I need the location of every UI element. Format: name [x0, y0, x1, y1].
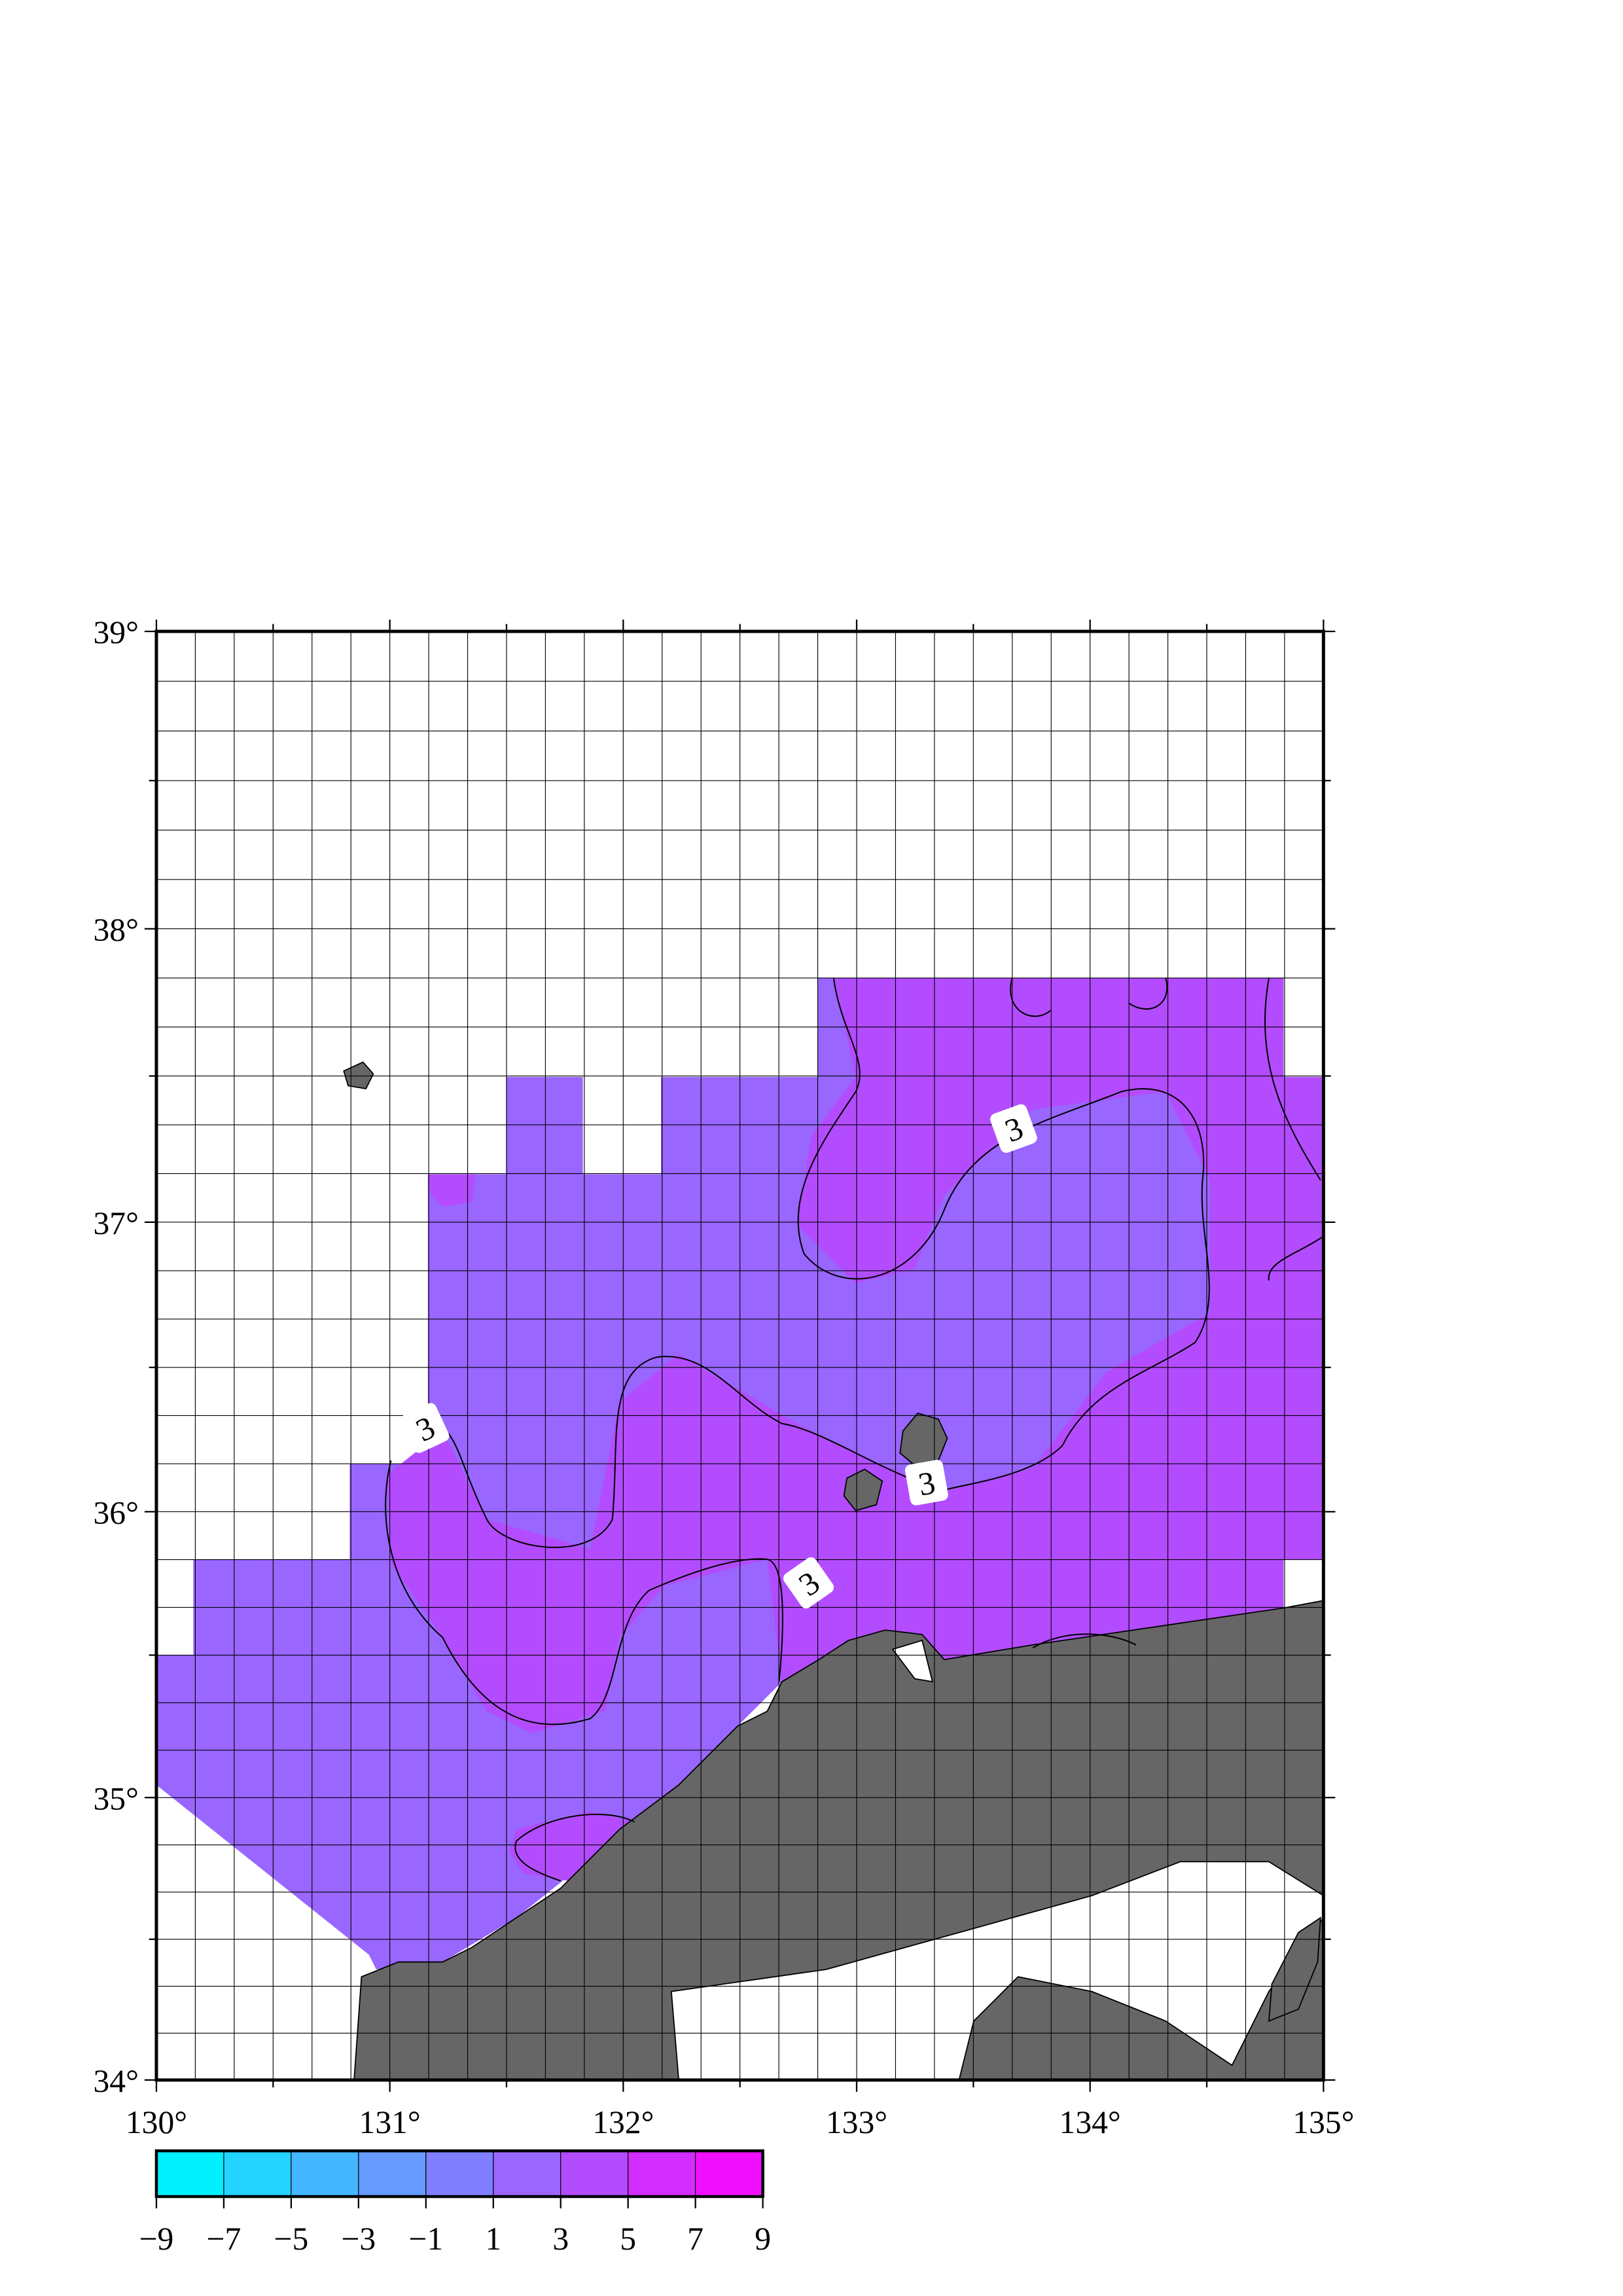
- y-tick-label: 36°: [93, 1494, 138, 1530]
- contour-label: 3: [904, 1460, 948, 1506]
- colorbar-tick-label: 3: [552, 2221, 569, 2257]
- island: [899, 1412, 948, 1469]
- colorbar-tick-label: 1: [485, 2221, 501, 2257]
- no-data: [1283, 1559, 1324, 1608]
- colorbar-tick-label: −9: [139, 2221, 174, 2257]
- contour-label: 3: [401, 1403, 450, 1453]
- island: [1268, 1916, 1321, 2022]
- grid: [156, 631, 1324, 2080]
- contour-labels: 3 3 3 3: [401, 1104, 1037, 1609]
- colorbar-box: [291, 2150, 359, 2197]
- contour-line: [1010, 978, 1168, 1017]
- colorbar-tick-label: 5: [620, 2221, 636, 2257]
- colorbar-box: [223, 2150, 292, 2197]
- y-tick-label: 38°: [93, 912, 138, 948]
- lake: [891, 1639, 934, 1683]
- x-tick-label: 131°: [359, 2104, 421, 2140]
- colorbar-tick-label: 9: [755, 2221, 771, 2257]
- colorbar-frame: [154, 2149, 764, 2199]
- colorbar-tick-label: 7: [687, 2221, 704, 2257]
- x-tick-label: 130°: [126, 2104, 187, 2140]
- x-tick-label: 135°: [1293, 2104, 1354, 2140]
- island: [843, 1468, 883, 1511]
- colorbar-box: [493, 2150, 562, 2197]
- contour-line: [1032, 1633, 1137, 1649]
- axes: 34° 35° 36° 37° 38° 39° 130° 131° 132° 133° 134° 13…: [93, 614, 1354, 2140]
- contour-line: [514, 1813, 635, 1882]
- label-box: [783, 1557, 834, 1609]
- y-tick-label: 37°: [93, 1205, 138, 1241]
- field-region: [386, 978, 1324, 1734]
- contour-label: 3: [783, 1557, 834, 1609]
- field-region: [427, 1174, 475, 1207]
- colorbar-box: [560, 2150, 629, 2197]
- label-box: [990, 1104, 1037, 1153]
- colorbar-tick-label: −5: [274, 2221, 309, 2257]
- x-tick-label: 134°: [1060, 2104, 1121, 2140]
- inland-sea: [670, 1861, 1325, 2081]
- y-tick-label: 39°: [93, 614, 138, 650]
- colorbar-box: [425, 2150, 494, 2197]
- colorbar-tick-label: −7: [207, 2221, 241, 2257]
- contour-label: 3: [990, 1104, 1037, 1153]
- colorbar-box: [156, 2150, 224, 2197]
- x-tick-label: 133°: [826, 2104, 887, 2140]
- field-region: [508, 1811, 635, 1881]
- label-box: [401, 1403, 450, 1453]
- colorbar-tick-label: −1: [408, 2221, 443, 2257]
- colorbar-box: [628, 2150, 696, 2197]
- y-tick-label: 34°: [93, 2063, 138, 2099]
- colorbar-box: [695, 2150, 764, 2197]
- label-box: [904, 1460, 948, 1506]
- colorbar: −9 −7 −5 −3 −1 1 3 5 7 9: [139, 2149, 771, 2257]
- contour-line: [385, 1460, 783, 1725]
- x-tick-label: 132°: [592, 2104, 654, 2140]
- y-tick-label: 35°: [93, 1780, 138, 1816]
- colorbar-box: [358, 2150, 427, 2197]
- contour-line: [1264, 978, 1324, 1281]
- colorbar-tick-label: −3: [341, 2221, 376, 2257]
- land: [343, 1061, 1325, 2081]
